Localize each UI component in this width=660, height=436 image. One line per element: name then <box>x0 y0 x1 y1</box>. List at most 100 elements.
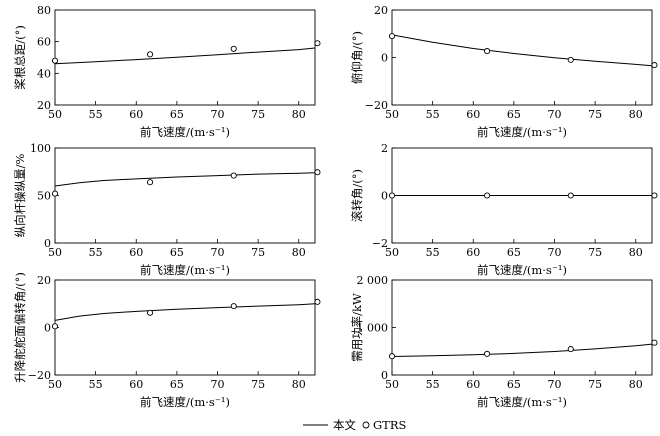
data-point <box>314 169 321 176</box>
x-tick-label: 70 <box>548 246 562 259</box>
data-point <box>484 48 491 55</box>
y-axis-label: 滚转角/(°) <box>350 169 364 222</box>
data-point <box>230 172 237 179</box>
y-tick-label: 1 000 <box>357 322 389 335</box>
data-point <box>51 323 59 330</box>
chart-panel: 50 55 60 65 70 75 80 −2 0 2 前飞速度/(m·s⁻¹) 滚转角/(°) <box>350 142 658 277</box>
series-line <box>54 172 316 187</box>
y-tick-label: 2 <box>381 142 388 155</box>
series-line <box>391 343 653 357</box>
x-tick-label: 65 <box>170 378 184 391</box>
x-tick-label: 50 <box>385 108 399 121</box>
y-axis-label: 俯仰角/(°) <box>350 31 364 84</box>
data-point <box>147 51 154 58</box>
x-tick-label: 60 <box>466 246 480 259</box>
x-tick-label: 65 <box>507 246 521 259</box>
plot-frame <box>54 147 316 244</box>
x-tick-label: 55 <box>89 378 103 391</box>
x-tick-label: 70 <box>211 108 225 121</box>
data-point <box>651 339 658 346</box>
data-point <box>147 309 154 316</box>
x-tick-label: 80 <box>629 378 643 391</box>
data-point <box>230 303 237 310</box>
y-tick-label: 20 <box>374 4 388 17</box>
x-axis-label: 前飞速度/(m·s⁻¹) <box>477 263 567 277</box>
x-tick-label: 50 <box>385 378 399 391</box>
y-tick-label: 0 <box>44 322 51 335</box>
x-axis-label: 前飞速度/(m·s⁻¹) <box>140 263 230 277</box>
y-axis-label: 升降舵舵面偏转角/(°) <box>13 272 27 383</box>
x-tick-label: 50 <box>48 108 62 121</box>
x-tick-label: 75 <box>588 246 602 259</box>
x-tick-label: 80 <box>292 108 306 121</box>
x-tick-label: 70 <box>548 108 562 121</box>
data-point <box>314 298 321 305</box>
chart-panel: 50 55 60 65 70 75 80 0 1 000 2 000 前飞速度/(m·s⁻¹) 需用功… <box>350 274 658 409</box>
x-tick-label: 55 <box>89 246 103 259</box>
x-tick-label: 50 <box>385 246 399 259</box>
x-tick-label: 50 <box>48 378 62 391</box>
chart-panel: 50 55 60 65 70 75 80 20 40 60 80 前飞速度/(m·s⁻¹) 桨根总距/(… <box>13 4 321 139</box>
plot-frame <box>391 279 653 376</box>
y-tick-label: 2 000 <box>357 274 389 287</box>
x-tick-label: 80 <box>629 108 643 121</box>
x-tick-label: 65 <box>507 108 521 121</box>
chart-panel: 50 55 60 65 70 75 80 −20 0 20 前飞速度/(m·s⁻¹) 升降舵舵面偏转角… <box>13 272 321 409</box>
data-point <box>651 192 658 199</box>
x-tick-label: 75 <box>588 108 602 121</box>
data-point <box>388 33 396 40</box>
y-tick-label: 60 <box>37 36 51 49</box>
x-tick-label: 75 <box>588 378 602 391</box>
data-point <box>567 56 574 63</box>
plot-frame <box>54 9 316 106</box>
x-tick-label: 70 <box>211 378 225 391</box>
plot-frame <box>391 9 653 106</box>
data-point <box>567 192 574 199</box>
data-point <box>567 346 574 353</box>
y-tick-label: −2 <box>372 237 388 250</box>
y-axis-label: 纵向杆操纵量/% <box>13 154 27 238</box>
x-axis-label: 前飞速度/(m·s⁻¹) <box>477 395 567 409</box>
y-tick-label: 50 <box>37 190 51 203</box>
y-tick-label: 0 <box>381 52 388 65</box>
legend-marker-label: GTRS <box>373 418 407 432</box>
chart-panels: 50 55 60 65 70 75 8020406080前飞速度/(m·s⁻¹)桨根总距/(… <box>13 4 658 409</box>
legend: 本文 GTRS <box>303 418 407 432</box>
x-tick-label: 55 <box>426 378 440 391</box>
data-point <box>388 192 396 199</box>
x-tick-label: 65 <box>507 378 521 391</box>
x-axis-label: 前飞速度/(m·s⁻¹) <box>477 125 567 139</box>
data-point <box>314 40 321 47</box>
y-tick-label: 0 <box>44 237 51 250</box>
data-point <box>230 45 237 52</box>
x-tick-label: 65 <box>170 246 184 259</box>
y-tick-label: −20 <box>365 99 388 112</box>
x-tick-label: 60 <box>466 108 480 121</box>
data-point <box>51 57 59 64</box>
y-tick-label: 40 <box>37 67 51 80</box>
x-tick-label: 75 <box>251 108 265 121</box>
y-tick-label: 0 <box>381 369 388 382</box>
x-tick-label: 65 <box>170 108 184 121</box>
y-tick-label: 20 <box>37 99 51 112</box>
legend-line-label: 本文 <box>333 418 356 432</box>
data-point <box>51 190 59 197</box>
x-tick-label: 80 <box>629 246 643 259</box>
x-axis-label: 前飞速度/(m·s⁻¹) <box>140 395 230 409</box>
data-point <box>651 62 658 69</box>
x-tick-label: 75 <box>251 246 265 259</box>
x-tick-label: 60 <box>129 378 143 391</box>
y-tick-label: 20 <box>37 274 51 287</box>
x-tick-label: 60 <box>466 378 480 391</box>
data-point <box>484 350 491 357</box>
y-tick-label: −20 <box>28 369 51 382</box>
y-tick-label: 0 <box>381 190 388 203</box>
data-point <box>484 192 491 199</box>
x-tick-label: 50 <box>48 246 62 259</box>
series-line <box>54 47 316 65</box>
data-point <box>147 179 154 186</box>
x-tick-label: 80 <box>292 378 306 391</box>
y-axis-label: 桨根总距/(°) <box>13 25 27 90</box>
x-axis-label: 前飞速度/(m·s⁻¹) <box>140 125 230 139</box>
